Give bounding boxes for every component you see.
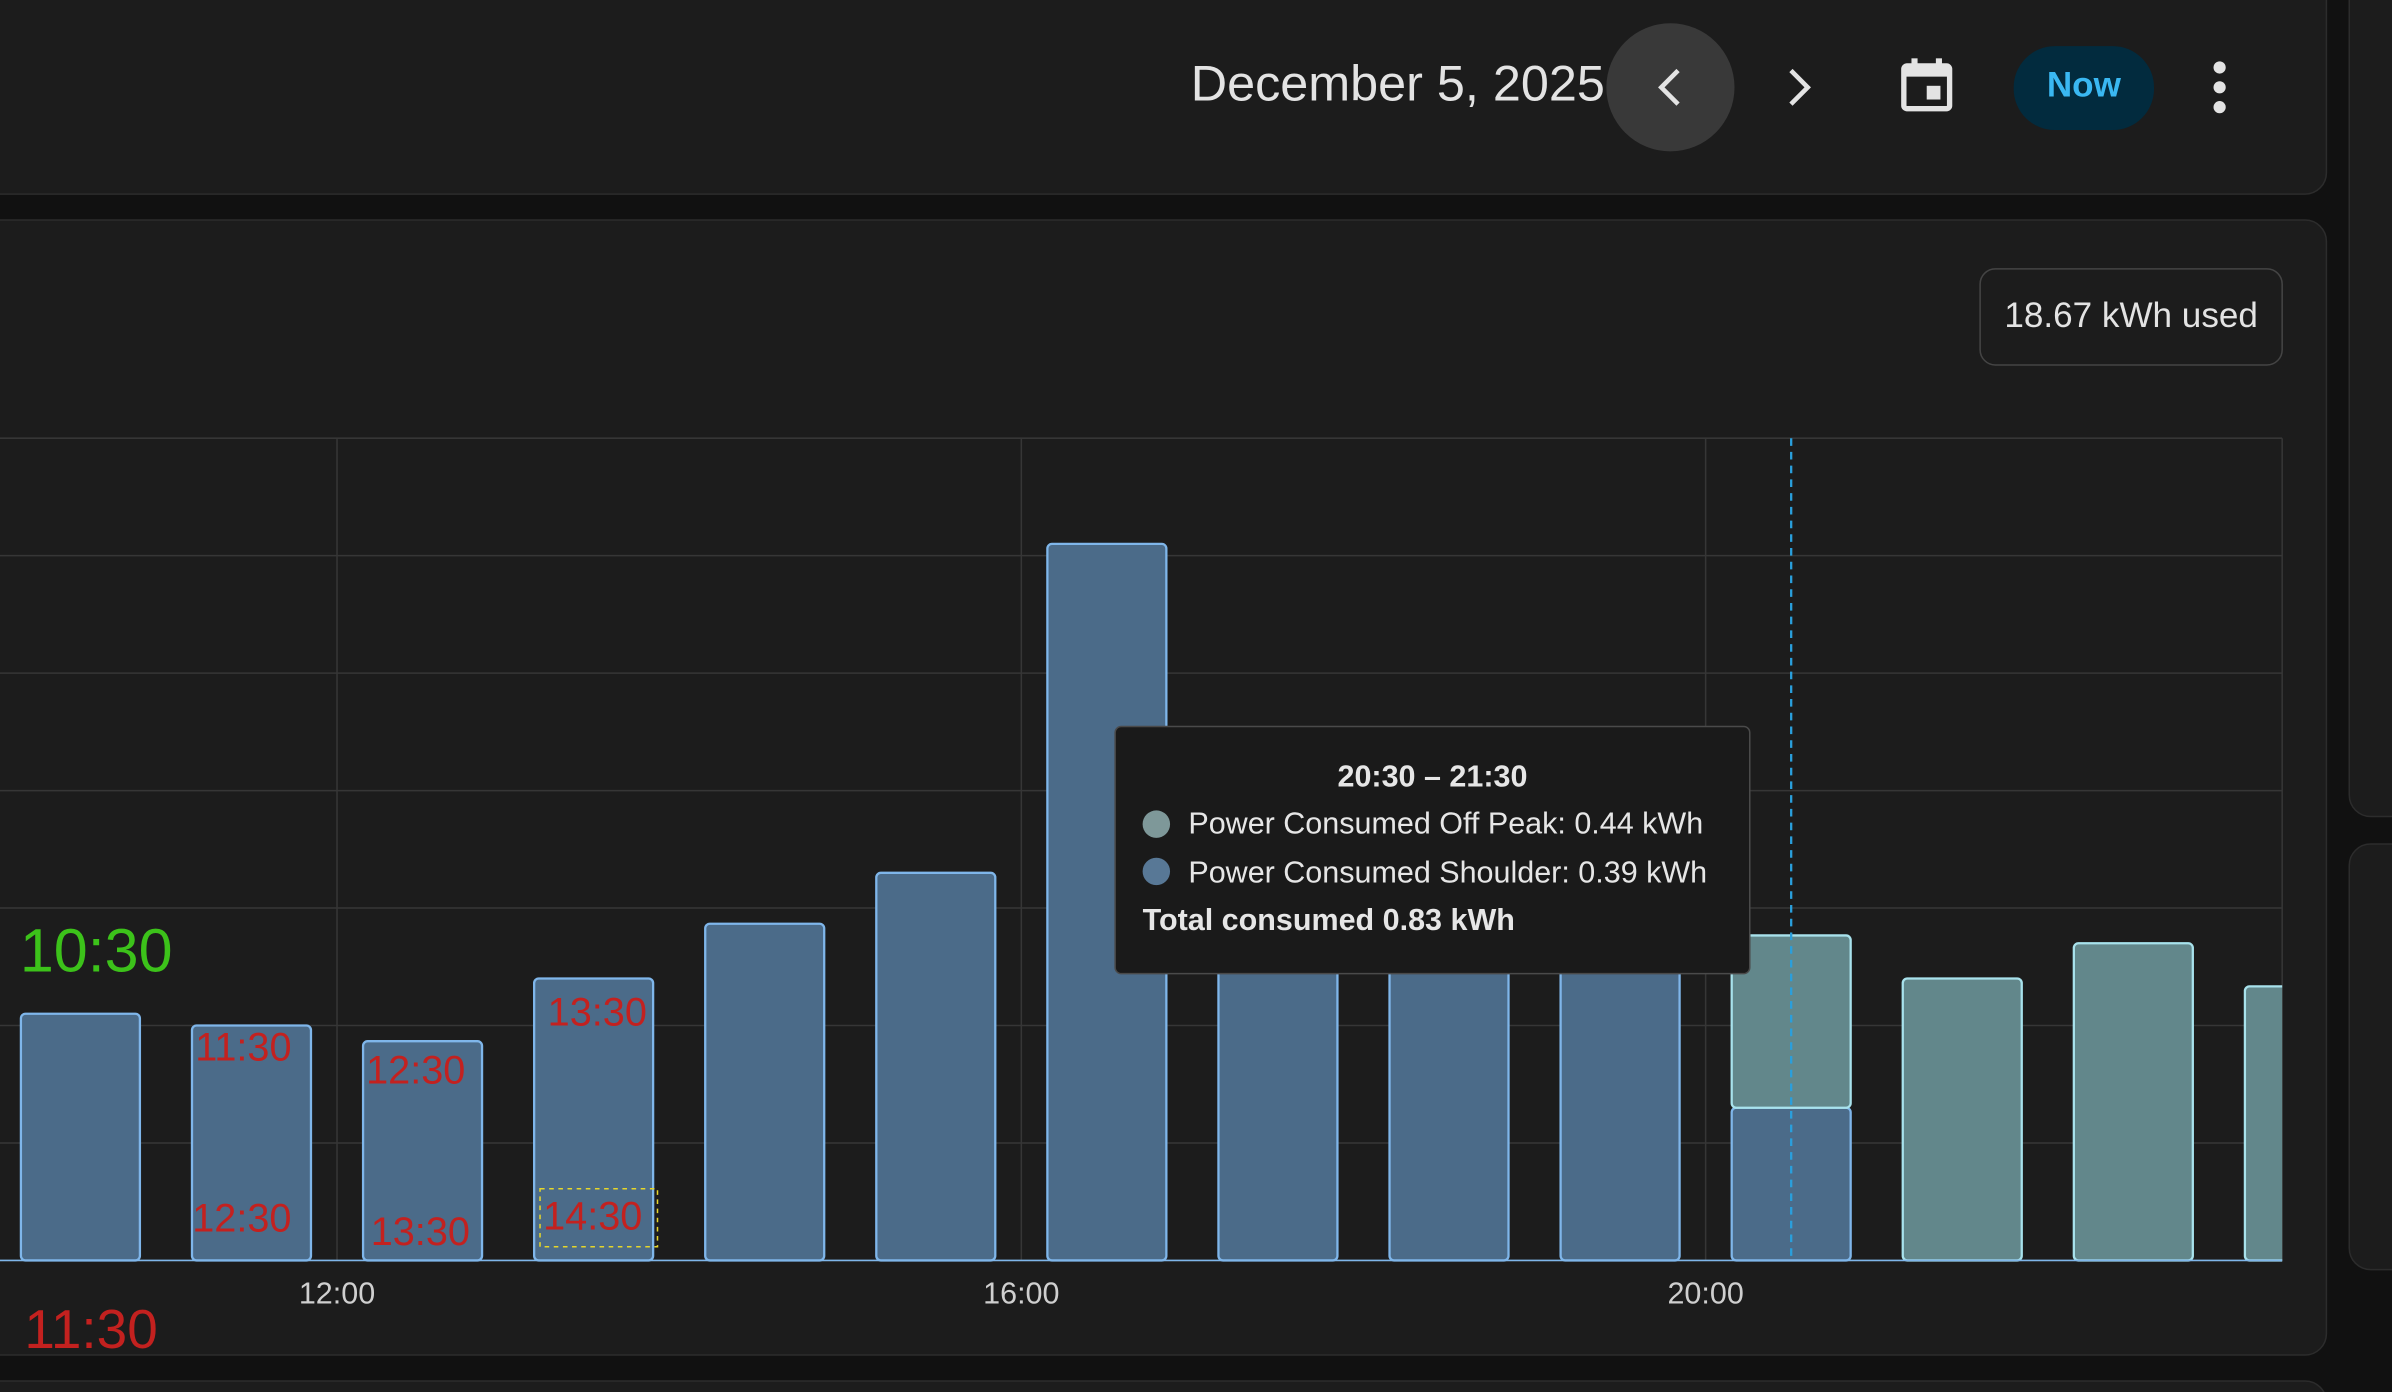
bars: [19, 542, 2283, 1262]
x-tick-label: 16:00: [983, 1277, 1059, 1311]
bar-segment: [875, 871, 997, 1262]
bar-segment: [1901, 977, 2023, 1262]
tooltip-row: Power Consumed Shoulder: 0.39 kWh: [1188, 856, 1707, 890]
overlay-label: 13:30: [548, 990, 647, 1034]
bar-segment: [19, 1012, 142, 1262]
next-button[interactable]: [1789, 68, 1811, 106]
overlay-label: 13:30: [371, 1210, 470, 1254]
prev-icon: [1658, 68, 1680, 106]
tooltip: 20:30 – 21:30 Power Consumed Off Peak: 0…: [1114, 725, 1751, 975]
tooltip-dot: [1142, 810, 1171, 838]
x-axis: 12:00 16:00 20:00: [0, 438, 2283, 1311]
bar-segment: [2243, 985, 2283, 1262]
x-tick-label: 12:00: [299, 1277, 375, 1311]
menu-button[interactable]: [2213, 61, 2226, 114]
usage-badge: [1979, 268, 2283, 366]
overlay-label: 12:30: [366, 1048, 465, 1092]
tooltip-dot: [1142, 857, 1171, 886]
x-tick-label: 20:00: [1667, 1277, 1743, 1311]
tooltip-total: Total consumed 0.83 kWh: [1143, 903, 1515, 937]
side-card: [2348, 0, 2392, 818]
tooltip-title: 20:30 – 21:30: [1337, 759, 1527, 793]
bar-segment: [1559, 961, 1681, 1262]
tooltip-row: Power Consumed Off Peak: 0.44 kWh: [1188, 807, 1703, 841]
bar-segment: [2072, 942, 2194, 1262]
usage-text: 18.67 kWh used: [2004, 296, 2258, 335]
side-card: [2348, 843, 2392, 1271]
now-button[interactable]: [2013, 46, 2155, 131]
overlay-label: 11:30: [195, 1025, 291, 1069]
focus-box: [539, 1187, 659, 1248]
bar-segment: [1217, 946, 1339, 1262]
overlay-label: 14:30: [543, 1195, 642, 1239]
date-label: December 5, 2025: [1191, 55, 1605, 112]
bar-segment: [1388, 953, 1510, 1262]
header-card: [0, 0, 2328, 195]
overlay-label: 11:30: [24, 1298, 157, 1360]
now-label: Now: [2047, 66, 2122, 105]
prev-button[interactable]: [1606, 23, 1735, 152]
next-card: [0, 1380, 2325, 1392]
overlay-label: 12:30: [192, 1196, 291, 1240]
overlay-label: 10:30: [20, 916, 173, 984]
calendar-button[interactable]: [1901, 58, 1953, 112]
bar-segment: [704, 922, 826, 1262]
